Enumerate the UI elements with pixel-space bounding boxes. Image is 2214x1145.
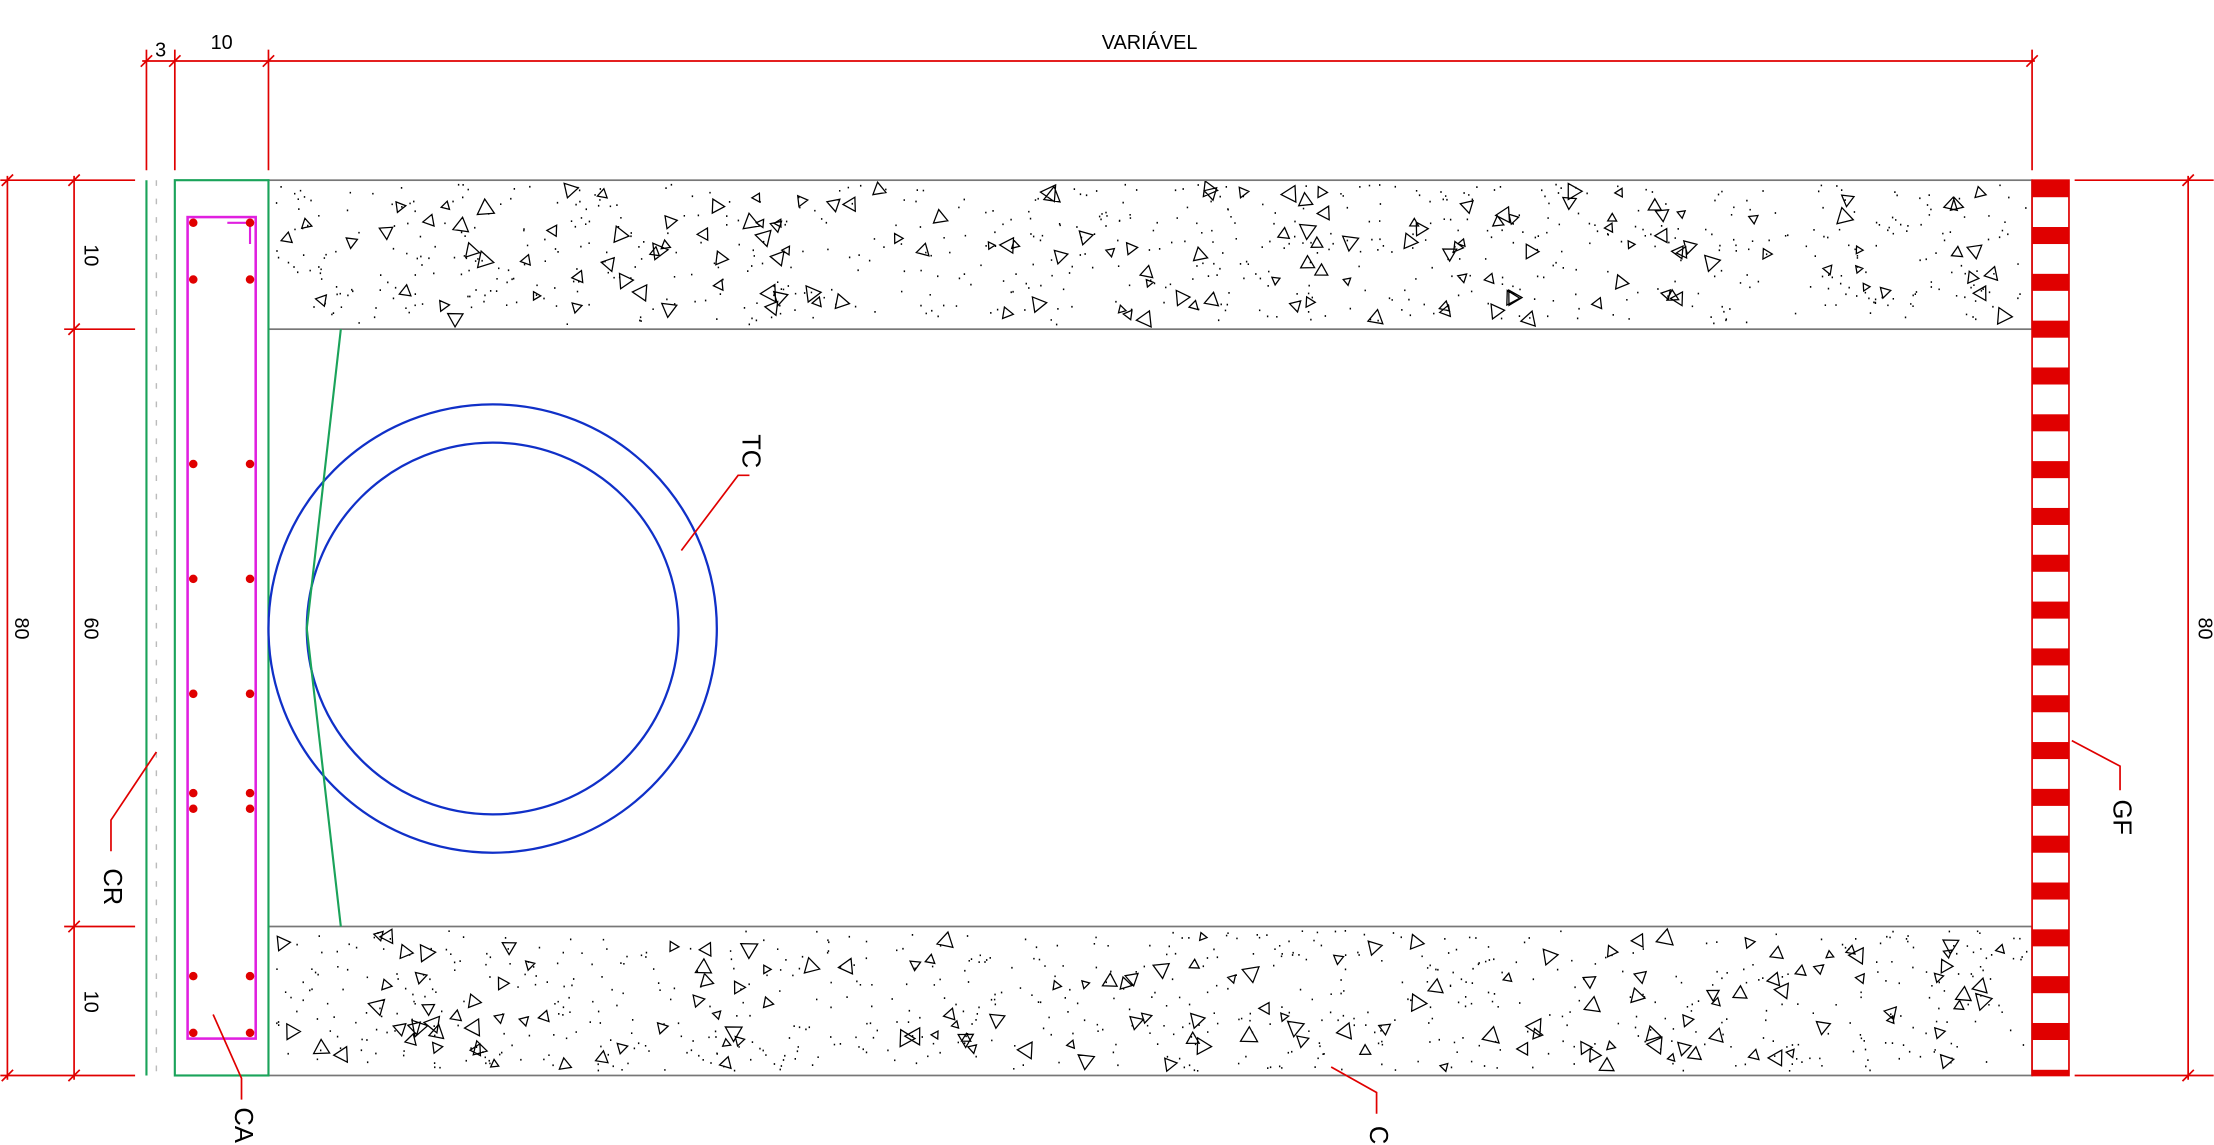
gf-band (2032, 835, 2069, 853)
rebar-dots (189, 218, 255, 1038)
gf-bands (2032, 180, 2069, 1076)
leader (2071, 739, 2121, 791)
rebar (189, 218, 198, 228)
rebar (245, 574, 255, 584)
rebar (189, 275, 198, 284)
bottom-slab (267, 925, 2033, 1077)
gf-band (2032, 788, 2069, 806)
top-slab (267, 179, 2033, 331)
rebar (245, 459, 255, 469)
gf-band (2032, 742, 2069, 760)
dim-label: 80 (2194, 617, 2214, 639)
gf-band (2032, 507, 2069, 525)
rebar (245, 788, 255, 798)
gf-band (2032, 1022, 2069, 1041)
aggregate-texture (275, 179, 2028, 1073)
rebar (245, 689, 255, 699)
gf-band (2032, 227, 2069, 245)
rebar (245, 275, 255, 284)
leader (110, 751, 158, 852)
label: GF (2107, 800, 2135, 835)
gf-band (2032, 554, 2069, 572)
leader (680, 474, 750, 552)
rebar (189, 788, 198, 798)
label: CR (98, 868, 126, 905)
dim-label: VARIÁVEL (1102, 31, 1198, 54)
label: C (1364, 1126, 1392, 1144)
aggregate (276, 179, 2014, 1073)
green-diagonal (305, 329, 342, 927)
leader (1330, 1066, 1378, 1114)
rebar-cage (186, 215, 257, 1040)
rebar-hook (227, 221, 252, 245)
sand (275, 183, 2028, 1072)
rebar (189, 574, 198, 584)
gf-band (2032, 695, 2069, 713)
rebar (189, 689, 198, 699)
gf-band (2032, 976, 2069, 994)
rebar (189, 804, 198, 813)
gf-band (2032, 180, 2069, 198)
gf-band (2032, 882, 2069, 900)
left-dimension (0, 173, 136, 1082)
rebar (189, 1028, 198, 1038)
pipe-outer (267, 403, 718, 854)
rebar (189, 971, 198, 981)
leader (212, 1014, 243, 1100)
right-dimension (2074, 173, 2214, 1082)
rebar (245, 218, 255, 228)
top-dimension (140, 49, 2039, 171)
dim-label: 60 (79, 617, 101, 639)
dim-label: 3 (155, 39, 166, 61)
rebar (245, 1028, 255, 1038)
gf-band (2032, 461, 2069, 479)
rebar (189, 459, 198, 469)
dim-label: 10 (79, 991, 101, 1013)
gf-band (2032, 1069, 2069, 1076)
dim-label: 80 (10, 617, 32, 639)
gf-band (2032, 414, 2069, 432)
pipe-inner (305, 441, 680, 816)
label: CA (229, 1107, 257, 1142)
gf-band (2032, 367, 2069, 385)
label: TC (737, 434, 765, 468)
gf-band (2032, 601, 2069, 619)
rebar (245, 971, 255, 981)
gf-band (2032, 929, 2069, 947)
gf-band (2032, 648, 2069, 666)
gf-band (2032, 320, 2069, 338)
dim-label: 10 (211, 32, 233, 54)
dim-label: 10 (79, 244, 101, 266)
rebar (245, 804, 255, 813)
gf-band (2032, 273, 2069, 291)
